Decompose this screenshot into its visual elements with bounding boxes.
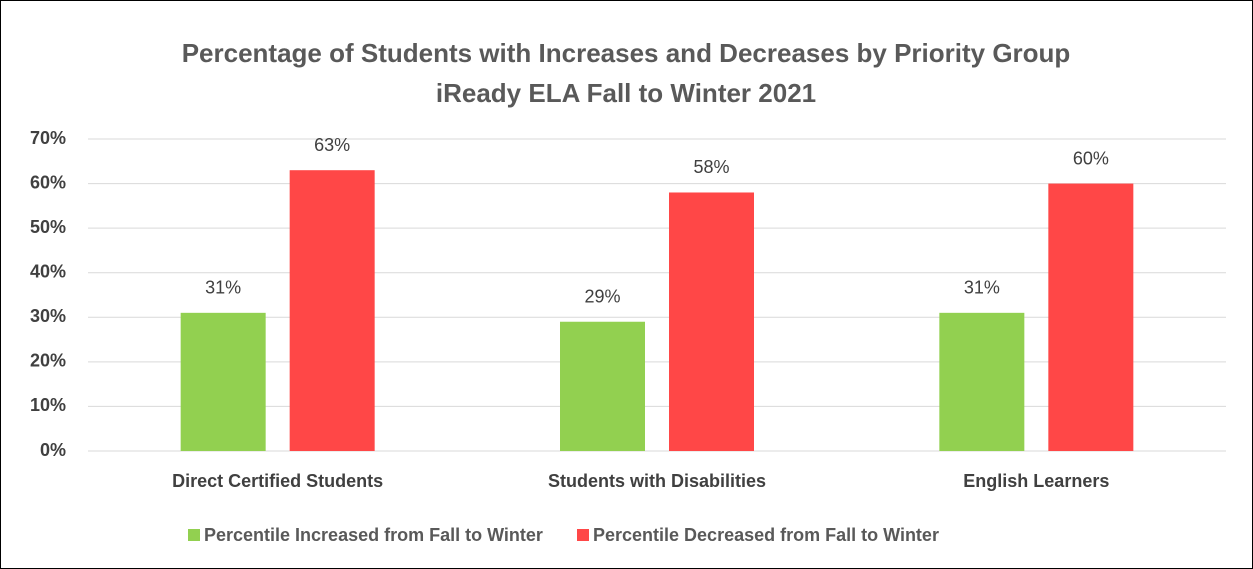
bar	[669, 192, 754, 451]
bar	[289, 170, 375, 451]
legend-swatch	[577, 529, 589, 541]
data-label: 31%	[964, 278, 1000, 298]
y-tick-label: 0%	[40, 440, 66, 460]
legend-label: Percentile Decreased from Fall to Winter	[593, 525, 939, 545]
bar	[180, 312, 266, 451]
y-tick-label: 50%	[30, 217, 66, 237]
bar	[560, 321, 645, 451]
chart-title: Percentage of Students with Increases an…	[182, 38, 1071, 68]
chart-subtitle: iReady ELA Fall to Winter 2021	[436, 78, 816, 108]
x-tick-label: English Learners	[963, 471, 1109, 491]
legend-swatch	[188, 529, 200, 541]
bar	[939, 312, 1025, 451]
data-label: 63%	[314, 135, 350, 155]
y-tick-label: 70%	[30, 128, 66, 148]
y-tick-label: 30%	[30, 306, 66, 326]
data-label: 29%	[584, 286, 620, 306]
x-tick-label: Direct Certified Students	[172, 471, 383, 491]
x-tick-label: Students with Disabilities	[548, 471, 766, 491]
data-label: 31%	[205, 278, 241, 298]
bar	[1048, 183, 1134, 452]
y-tick-label: 20%	[30, 351, 66, 371]
y-tick-label: 60%	[30, 172, 66, 192]
data-label: 60%	[1073, 148, 1109, 168]
y-tick-label: 10%	[30, 395, 66, 415]
data-label: 58%	[693, 157, 729, 177]
y-tick-label: 40%	[30, 261, 66, 281]
legend-label: Percentile Increased from Fall to Winter	[204, 525, 543, 545]
